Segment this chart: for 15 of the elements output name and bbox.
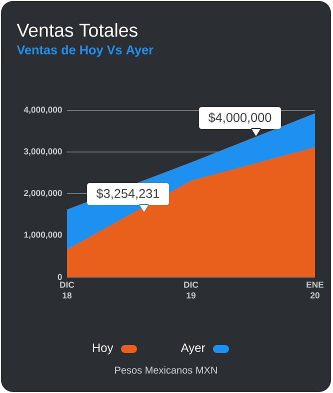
y-tick-label: 3,000,000 — [24, 148, 62, 156]
y-tick-label: 1,000,000 — [24, 232, 62, 240]
x-tick-label: ENE 20 — [306, 282, 324, 298]
x-tick-label: DIC 19 — [184, 282, 198, 299]
chart-subtitle: Ventas de Hoy Vs Ayer — [16, 45, 154, 57]
chart-title: Ventas Totales — [16, 23, 138, 37]
annotation: $3,254,231 — [96, 188, 160, 200]
legend-label: Ayer — [180, 344, 206, 354]
text: Pesos Mexicanos MXN — [115, 366, 217, 374]
annotation: $4,000,000 — [208, 112, 272, 124]
x-tick-label: DIC 18 — [60, 282, 74, 299]
y-tick-label: 0 — [58, 274, 62, 280]
legend-label: Hoy — [93, 344, 114, 354]
y-tick-label: 4,000,000 — [24, 106, 62, 114]
y-tick-label: 2,000,000 — [24, 190, 62, 198]
